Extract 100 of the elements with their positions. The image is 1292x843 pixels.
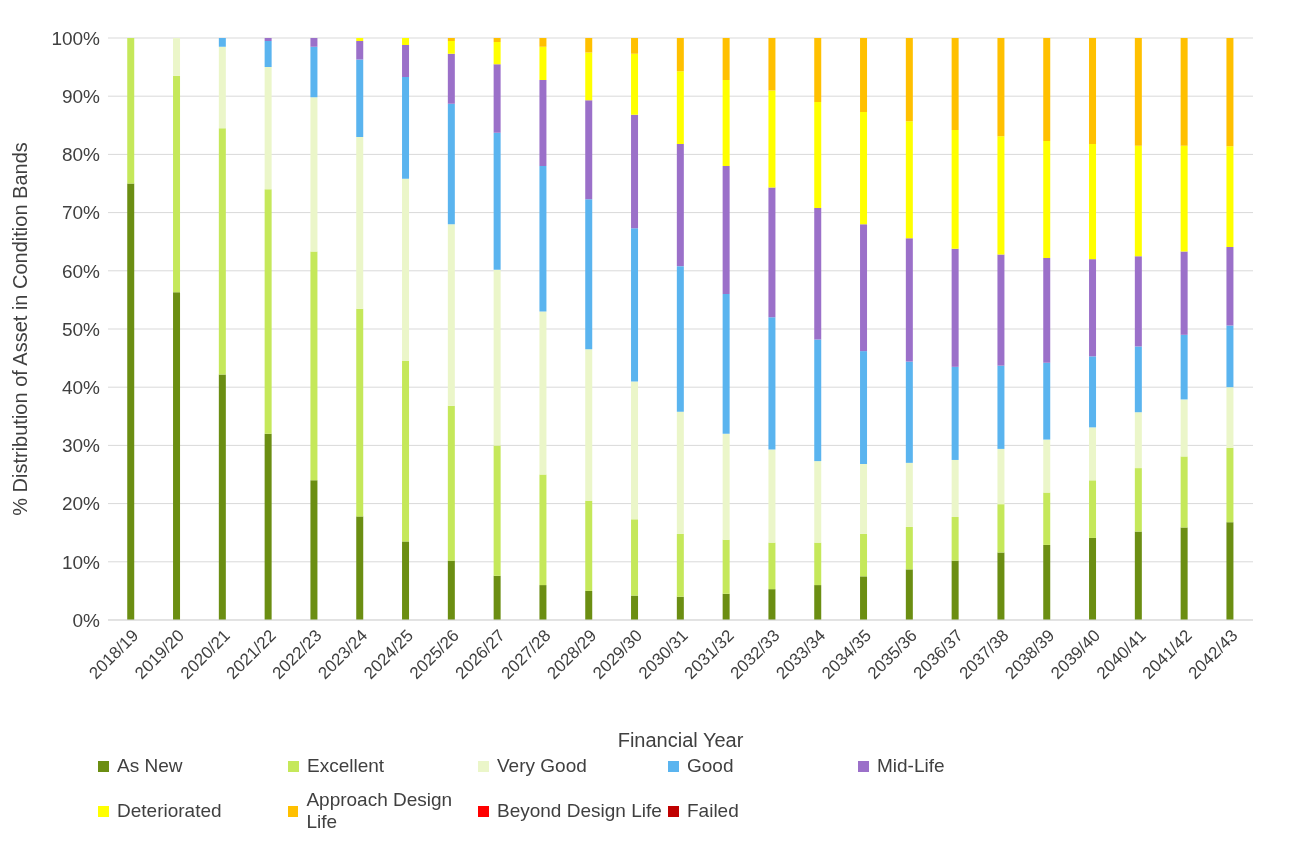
y-tick-label: 100%	[51, 27, 101, 49]
legend-label: Deteriorated	[117, 800, 222, 822]
bar	[402, 178, 410, 362]
bar	[676, 38, 684, 72]
y-tick-label: 10%	[61, 551, 101, 573]
bar	[1180, 399, 1188, 457]
bar	[997, 552, 1005, 620]
legend-label: Very Good	[497, 755, 587, 777]
bar	[997, 254, 1005, 366]
bar	[1089, 480, 1097, 538]
bar	[539, 585, 547, 620]
bar	[585, 100, 593, 200]
bar	[951, 129, 959, 249]
bar	[1226, 447, 1234, 523]
bar	[905, 569, 913, 620]
bar	[676, 411, 684, 534]
bar	[402, 361, 410, 542]
bar	[310, 480, 318, 620]
y-tick-label: 70%	[61, 202, 101, 224]
bar	[127, 38, 135, 184]
bar	[814, 461, 822, 543]
bar	[356, 308, 364, 517]
bar	[218, 128, 226, 375]
bar	[493, 575, 501, 620]
legend-label: As New	[117, 755, 183, 777]
y-tick-label: 80%	[61, 144, 101, 166]
bar	[997, 365, 1005, 449]
bar	[539, 38, 547, 47]
bar	[860, 576, 868, 620]
bar	[264, 38, 272, 41]
bar	[722, 433, 730, 540]
bar	[1089, 143, 1097, 260]
y-tick-label: 0%	[72, 609, 101, 631]
bar	[1134, 412, 1142, 469]
x-axis-title: Financial Year	[617, 729, 744, 751]
bar	[402, 76, 410, 179]
bar	[539, 46, 547, 80]
bar	[585, 590, 593, 620]
bar	[1043, 141, 1051, 258]
bar	[951, 248, 959, 367]
bar	[676, 596, 684, 620]
bar	[1180, 251, 1188, 335]
bar	[1043, 362, 1051, 440]
bar	[585, 349, 593, 501]
bar	[1089, 427, 1097, 481]
bar	[997, 504, 1005, 553]
bar	[1226, 325, 1234, 388]
bar	[539, 474, 547, 586]
bar	[1180, 456, 1188, 528]
bar	[356, 38, 364, 41]
bar	[722, 539, 730, 594]
bar	[402, 38, 410, 45]
bar	[218, 46, 226, 129]
bar	[768, 187, 776, 318]
bar	[447, 38, 455, 41]
bar	[585, 500, 593, 591]
bar	[905, 526, 913, 570]
bar	[447, 53, 455, 104]
bar	[1134, 346, 1142, 413]
bar	[493, 269, 501, 446]
bar	[493, 38, 501, 43]
bar	[860, 351, 868, 465]
bar	[402, 44, 410, 77]
bar	[173, 38, 181, 76]
bar	[997, 38, 1005, 137]
bar	[493, 64, 501, 133]
bar	[356, 40, 364, 60]
bar	[447, 560, 455, 620]
bar	[447, 103, 455, 225]
bar	[860, 111, 868, 225]
bar	[1043, 439, 1051, 493]
y-tick-label: 30%	[61, 435, 101, 457]
bar	[1043, 258, 1051, 363]
bar	[218, 374, 226, 620]
bar	[1089, 38, 1097, 144]
bar	[631, 595, 639, 620]
bar	[310, 38, 318, 47]
bar	[127, 183, 135, 620]
bar	[310, 46, 318, 98]
bar	[173, 292, 181, 620]
bar	[722, 166, 730, 295]
bar	[814, 585, 822, 620]
bar	[539, 311, 547, 475]
legend-label: Failed	[687, 800, 739, 822]
bar	[1089, 356, 1097, 428]
bar	[173, 75, 181, 293]
bar	[585, 52, 593, 101]
legend-label: Approach Design Life	[306, 789, 454, 833]
bar	[631, 38, 639, 54]
bar	[1226, 38, 1234, 147]
bar	[860, 464, 868, 534]
bar	[768, 542, 776, 590]
bar	[905, 462, 913, 527]
bar	[585, 199, 593, 350]
bar	[356, 136, 364, 309]
bar	[1180, 38, 1188, 146]
bar	[997, 448, 1005, 505]
bar	[1134, 531, 1142, 620]
bar	[493, 445, 501, 576]
bar	[1134, 468, 1142, 532]
